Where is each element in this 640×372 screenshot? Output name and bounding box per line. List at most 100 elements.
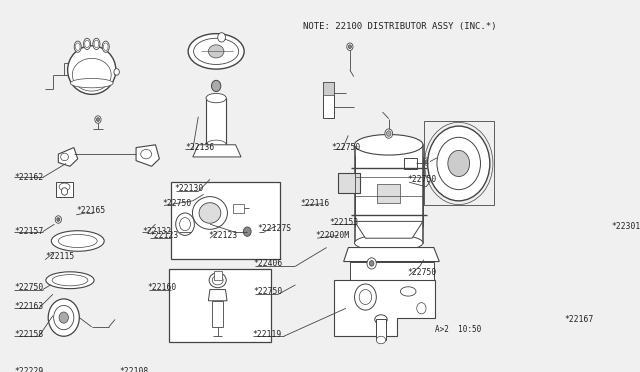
Text: *22123: *22123: [149, 231, 179, 240]
Circle shape: [437, 137, 481, 190]
Circle shape: [54, 305, 74, 330]
Circle shape: [359, 289, 372, 305]
Circle shape: [355, 284, 376, 310]
Circle shape: [180, 218, 191, 231]
Circle shape: [417, 303, 426, 314]
Ellipse shape: [193, 197, 227, 229]
Circle shape: [347, 43, 353, 51]
Ellipse shape: [141, 150, 152, 159]
Text: *22116: *22116: [300, 199, 330, 208]
Polygon shape: [193, 145, 241, 157]
Ellipse shape: [68, 46, 116, 94]
Circle shape: [48, 299, 79, 336]
Text: *22750: *22750: [332, 143, 360, 152]
Ellipse shape: [199, 203, 221, 223]
Text: *22406: *22406: [253, 259, 283, 268]
Circle shape: [428, 126, 490, 201]
Circle shape: [448, 150, 470, 177]
Ellipse shape: [61, 153, 68, 161]
Bar: [233, 203, 244, 213]
Text: A>2  10:50: A>2 10:50: [435, 326, 482, 334]
Circle shape: [55, 216, 61, 223]
Circle shape: [348, 45, 351, 49]
Bar: [212, 301, 223, 327]
Bar: [376, 320, 386, 340]
Circle shape: [218, 33, 225, 42]
Text: *22136: *22136: [185, 143, 214, 152]
Circle shape: [369, 261, 374, 266]
Circle shape: [243, 227, 251, 236]
Text: *22163: *22163: [14, 302, 44, 311]
Text: *22132: *22132: [142, 227, 172, 236]
Circle shape: [57, 218, 60, 221]
Ellipse shape: [212, 276, 223, 285]
Ellipse shape: [188, 33, 244, 69]
Bar: [214, 271, 221, 280]
Bar: [404, 158, 417, 169]
Ellipse shape: [104, 43, 108, 51]
Ellipse shape: [401, 287, 416, 296]
Ellipse shape: [59, 183, 70, 190]
Circle shape: [61, 188, 68, 195]
Ellipse shape: [72, 58, 111, 91]
Ellipse shape: [70, 78, 113, 88]
Circle shape: [176, 213, 195, 235]
Ellipse shape: [102, 41, 109, 52]
Bar: [350, 262, 434, 280]
Ellipse shape: [51, 231, 104, 251]
Text: *22127S: *22127S: [257, 224, 291, 233]
Ellipse shape: [206, 93, 227, 103]
Text: *22750: *22750: [163, 199, 192, 208]
Bar: [323, 82, 333, 95]
Ellipse shape: [209, 273, 227, 288]
Ellipse shape: [84, 38, 91, 49]
Circle shape: [97, 118, 100, 121]
Circle shape: [426, 160, 428, 163]
Bar: [424, 121, 493, 205]
Bar: [171, 182, 280, 259]
Bar: [323, 82, 333, 118]
Bar: [206, 98, 227, 145]
Text: *22123: *22123: [209, 231, 237, 240]
Ellipse shape: [74, 41, 81, 52]
Circle shape: [424, 158, 430, 165]
Text: *22158: *22158: [14, 330, 44, 339]
Ellipse shape: [84, 40, 90, 48]
Text: *22153: *22153: [330, 218, 359, 227]
Bar: [338, 173, 360, 193]
Circle shape: [95, 116, 101, 123]
Text: *22750: *22750: [14, 283, 44, 292]
Text: *22119: *22119: [252, 330, 281, 339]
Text: *22160: *22160: [147, 283, 176, 292]
Text: *22020M: *22020M: [316, 231, 350, 240]
Bar: [377, 184, 401, 203]
Circle shape: [59, 312, 68, 323]
Ellipse shape: [206, 140, 227, 150]
Ellipse shape: [76, 43, 80, 51]
Ellipse shape: [58, 234, 97, 247]
Text: *22301: *22301: [611, 222, 640, 231]
Bar: [355, 145, 423, 243]
Text: *22229: *22229: [14, 367, 44, 372]
Ellipse shape: [355, 234, 423, 251]
Polygon shape: [344, 247, 439, 262]
Ellipse shape: [52, 275, 88, 286]
Ellipse shape: [94, 40, 99, 48]
Circle shape: [211, 80, 221, 92]
Text: *22130: *22130: [174, 184, 204, 193]
Ellipse shape: [93, 38, 100, 49]
Ellipse shape: [355, 135, 423, 155]
Bar: [170, 269, 271, 342]
Circle shape: [385, 129, 392, 138]
Text: NOTE: 22100 DISTRIBUTOR ASSY (INC.*): NOTE: 22100 DISTRIBUTOR ASSY (INC.*): [303, 22, 497, 31]
Text: *22157: *22157: [14, 227, 44, 236]
Text: *22167: *22167: [564, 315, 594, 324]
Polygon shape: [209, 289, 227, 301]
Text: *22162: *22162: [14, 173, 44, 182]
Polygon shape: [58, 148, 77, 166]
Circle shape: [367, 258, 376, 269]
Ellipse shape: [193, 38, 239, 64]
Ellipse shape: [46, 272, 94, 289]
Text: *22165: *22165: [76, 206, 106, 215]
Text: *22750: *22750: [253, 287, 283, 296]
